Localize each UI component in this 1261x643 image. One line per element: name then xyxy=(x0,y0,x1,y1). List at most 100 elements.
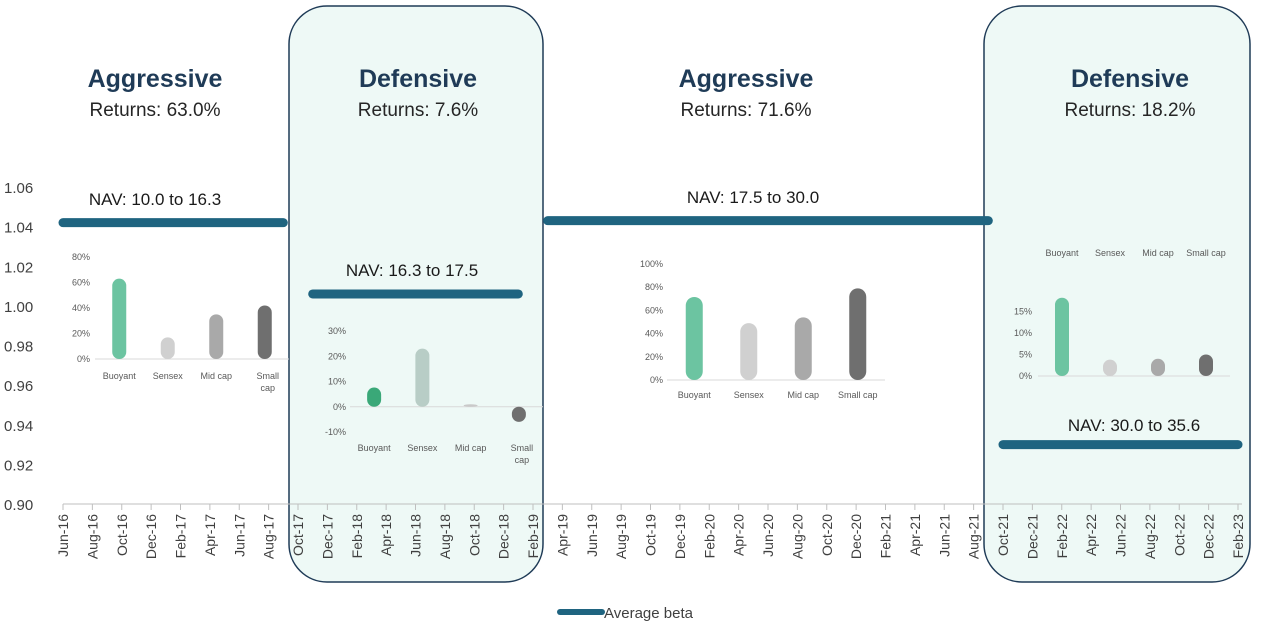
y-axis: 0.90 0.92 0.94 0.96 0.98 1.00 1.02 1.04 1.06 xyxy=(4,180,33,514)
inset-y-tick-label: -10% xyxy=(325,427,346,437)
x-tick-label: Jun-22 xyxy=(1113,514,1129,557)
x-tick-label: Aug-17 xyxy=(261,514,277,559)
inset-bar xyxy=(257,305,272,359)
inset-y-tick-label: 20% xyxy=(328,351,346,361)
inset-bar xyxy=(160,337,175,359)
x-tick-label: Oct-19 xyxy=(643,514,659,556)
x-tick-label: Dec-22 xyxy=(1201,514,1217,559)
inset-category-label: Buoyant xyxy=(358,443,392,453)
regime-returns: Returns: 71.6% xyxy=(681,100,812,121)
x-tick-label: Dec-16 xyxy=(143,514,159,559)
x-tick-label: Jun-16 xyxy=(55,514,71,557)
inset-category-label: Sensex xyxy=(407,443,438,453)
defensive-regime-box xyxy=(983,5,1251,583)
y-tick-label: 0.92 xyxy=(4,457,33,474)
inset-category-label: Buoyant xyxy=(1045,248,1079,258)
x-tick-label: Oct-20 xyxy=(819,514,835,556)
x-tick-label: Jun-21 xyxy=(936,514,952,557)
y-tick-label: 0.94 xyxy=(4,418,33,435)
inset-y-tick-label: 0% xyxy=(650,375,663,385)
x-tick-label: Apr-20 xyxy=(731,514,747,556)
inset-bar xyxy=(740,323,758,380)
inset-bar xyxy=(463,404,478,407)
x-tick-label: Oct-22 xyxy=(1171,514,1187,556)
x-tick-label: Aug-16 xyxy=(84,514,100,559)
x-tick-label: Feb-22 xyxy=(1054,514,1070,559)
regime-returns: Returns: 18.2% xyxy=(1065,100,1196,121)
x-tick-label: Feb-23 xyxy=(1230,514,1246,559)
inset-bar xyxy=(511,406,526,422)
inset-category-label: Small cap xyxy=(838,390,878,400)
inset-y-tick-label: 5% xyxy=(1019,350,1032,360)
x-tick-label: Feb-17 xyxy=(173,514,189,559)
inset-y-tick-label: 40% xyxy=(72,303,90,313)
x-tick-label: Oct-17 xyxy=(290,514,306,556)
regime-nav: NAV: 10.0 to 16.3 xyxy=(89,190,221,209)
inset-y-tick-label: 60% xyxy=(72,278,90,288)
x-tick-label: Oct-21 xyxy=(995,514,1011,556)
regime-title: Defensive xyxy=(1071,65,1189,93)
inset-bar xyxy=(1103,359,1117,376)
inset-y-tick-label: 30% xyxy=(328,326,346,336)
inset-category-label: Sensex xyxy=(734,390,765,400)
x-tick-label: Apr-21 xyxy=(907,514,923,556)
inset-category-label: Buoyant xyxy=(103,371,137,381)
x-tick-label: Dec-21 xyxy=(1024,514,1040,559)
inset-y-tick-label: 20% xyxy=(645,352,663,362)
inset-y-tick-label: 80% xyxy=(645,282,663,292)
inset-bar xyxy=(112,278,127,359)
inset-y-tick-label: 60% xyxy=(645,305,663,315)
x-tick-label: Feb-21 xyxy=(878,514,894,559)
regime-nav: NAV: 16.3 to 17.5 xyxy=(346,261,478,280)
regime-returns: Returns: 63.0% xyxy=(90,100,221,121)
inset-chart: 0% 20% 40% 60% 80% 100% Buoyant Sensex Mid cap Sm… xyxy=(640,259,885,400)
x-tick-label: Apr-22 xyxy=(1083,514,1099,556)
regime-nav: NAV: 17.5 to 30.0 xyxy=(687,188,819,207)
inset-category-label: Sensex xyxy=(153,371,184,381)
x-tick-label: Aug-20 xyxy=(789,514,805,559)
x-tick-label: Apr-19 xyxy=(554,514,570,556)
y-tick-label: 0.98 xyxy=(4,339,33,356)
x-tick-label: Jun-19 xyxy=(584,514,600,557)
legend: Average beta xyxy=(557,605,694,622)
inset-bar xyxy=(415,348,430,407)
inset-category-label: cap xyxy=(260,383,275,393)
inset-bar xyxy=(1055,297,1069,376)
average-beta-series xyxy=(58,216,1243,450)
inset-y-tick-label: 10% xyxy=(1014,328,1032,338)
inset-category-label: Mid cap xyxy=(1142,248,1174,258)
y-tick-label: 1.04 xyxy=(4,220,33,237)
regime-returns: Returns: 7.6% xyxy=(358,100,478,121)
x-tick-label: Dec-19 xyxy=(672,514,688,559)
y-tick-label: 0.90 xyxy=(4,497,33,514)
x-tick-label: Aug-19 xyxy=(613,514,629,559)
regime-title: Defensive xyxy=(359,65,477,93)
inset-bar xyxy=(1151,358,1165,376)
x-tick-label: Jun-20 xyxy=(760,514,776,557)
x-tick-label: Feb-19 xyxy=(525,514,541,559)
x-tick-label: Jun-18 xyxy=(408,514,424,557)
x-tick-label: Feb-20 xyxy=(701,514,717,559)
x-tick-label: Oct-18 xyxy=(466,514,482,556)
inset-category-label: Buoyant xyxy=(678,390,712,400)
y-tick-label: 1.06 xyxy=(4,180,33,197)
inset-bar xyxy=(209,314,224,359)
x-tick-label: Jun-17 xyxy=(231,514,247,557)
inset-category-label: cap xyxy=(515,455,530,465)
inset-y-tick-label: 0% xyxy=(1019,371,1032,381)
inset-category-label: Mid cap xyxy=(455,443,487,453)
regime-labels: Aggressive Returns: 63.0% NAV: 10.0 to 16.… xyxy=(88,65,1201,435)
inset-y-tick-label: 15% xyxy=(1014,307,1032,317)
inset-bar xyxy=(794,317,812,380)
x-tick-label: Dec-17 xyxy=(319,514,335,559)
inset-category-label: Mid cap xyxy=(200,371,232,381)
inset-category-label: Small xyxy=(256,371,279,381)
x-tick-label: Feb-18 xyxy=(349,514,365,559)
inset-category-label: Sensex xyxy=(1095,248,1126,258)
x-tick-label: Oct-16 xyxy=(114,514,130,556)
x-tick-label: Aug-22 xyxy=(1142,514,1158,559)
inset-bar xyxy=(849,288,867,380)
x-tick-label: Apr-18 xyxy=(378,514,394,556)
inset-bar xyxy=(685,296,703,380)
